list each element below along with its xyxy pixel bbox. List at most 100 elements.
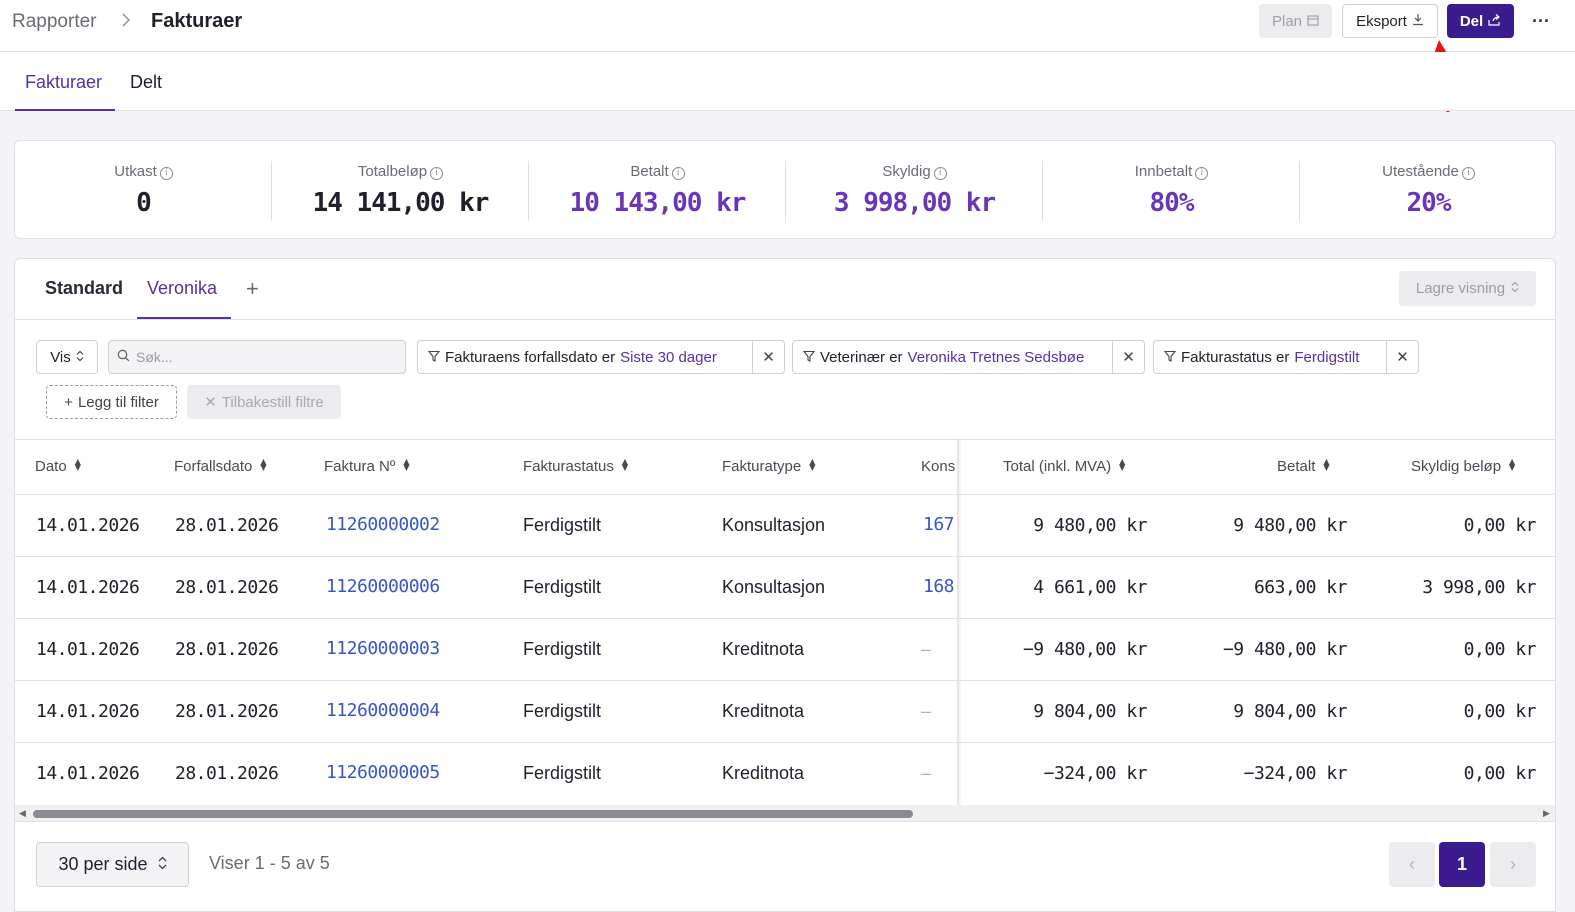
invoice-link[interactable]: 11260000002	[326, 514, 440, 535]
breadcrumb-parent[interactable]: Rapporter	[12, 11, 97, 32]
view-tab-standard[interactable]: Standard	[45, 278, 124, 298]
stat-label: Betalt	[630, 163, 669, 180]
breadcrumb-chevron-icon	[120, 11, 132, 35]
info-icon[interactable]: i	[1195, 167, 1209, 180]
table-row[interactable]: 14.01.2026 28.01.2026 11260000004 Ferdig…	[15, 681, 1555, 743]
scrollbar-thumb[interactable]	[33, 810, 913, 818]
column-header-kons[interactable]: Kons	[921, 458, 956, 475]
info-icon[interactable]: i	[933, 167, 947, 180]
invoice-link[interactable]: 11260000003	[326, 638, 440, 659]
table-row[interactable]: 14.01.2026 28.01.2026 11260000006 Ferdig…	[15, 557, 1555, 619]
cell-forfallsdato: 28.01.2026	[175, 763, 279, 784]
table-row[interactable]: 14.01.2026 28.01.2026 11260000005 Ferdig…	[15, 743, 1555, 805]
sticky-column-divider	[957, 440, 959, 805]
divider	[271, 161, 272, 221]
invoice-link[interactable]: 11260000006	[326, 576, 440, 597]
sort-icon: ▲ ▼	[74, 457, 81, 472]
cell-status: Ferdigstilt	[523, 577, 602, 597]
per-page-select[interactable]: 30 per side	[36, 842, 189, 887]
invoice-panel: Standard Veronika + Lagre visning Vis Sø…	[14, 258, 1556, 912]
stat-utkast: Utkast i 0	[15, 141, 272, 240]
column-header-faktura-nr[interactable]: Faktura Nº ▲ ▼	[324, 457, 410, 476]
divider	[528, 161, 529, 221]
tab-delt[interactable]: Delt	[130, 72, 163, 92]
stat-value: 80%	[1149, 188, 1195, 218]
cell-type: Konsultasjon	[722, 515, 826, 535]
scroll-right-icon[interactable]: ▶	[1543, 808, 1550, 818]
cell-skyldig: 3 998,00 kr	[1422, 577, 1536, 598]
filter-chip-veterinaer[interactable]: Veterinær er Veronika Tretnes Sedsbøe ✕	[792, 340, 1145, 374]
cell-skyldig: 0,00 kr	[1463, 639, 1537, 660]
more-icon: ···	[1532, 10, 1550, 31]
table-row[interactable]: 14.01.2026 28.01.2026 11260000002 Ferdig…	[15, 495, 1555, 557]
info-icon[interactable]: i	[671, 167, 685, 180]
tab-fakturaer[interactable]: Fakturaer	[25, 72, 103, 92]
stat-label: Skyldig	[882, 163, 931, 180]
reset-filters-button[interactable]: ✕ Tilbakestill filtre	[187, 385, 341, 419]
plan-button-label: Plan	[1271, 12, 1303, 30]
table-row[interactable]: 14.01.2026 28.01.2026 11260000003 Ferdig…	[15, 619, 1555, 681]
invoice-link[interactable]: 11260000005	[326, 762, 440, 783]
filter-chip-forfallsdato[interactable]: Fakturaens forfallsdato er Siste 30 dage…	[417, 340, 785, 374]
consultation-link[interactable]: 168	[923, 576, 955, 597]
cell-skyldig: 0,00 kr	[1463, 701, 1537, 722]
stat-value: 14 141,00 kr	[312, 188, 490, 218]
cell-kons-empty: –	[921, 701, 932, 721]
pagination-footer: 30 per side Viser 1 - 5 av 5 ‹ 1 ›	[15, 821, 1555, 911]
divider	[1042, 161, 1043, 221]
consultation-link[interactable]: 167	[923, 514, 955, 535]
column-header-forfallsdato[interactable]: Forfallsdato ▲ ▼	[174, 457, 267, 476]
horizontal-scrollbar[interactable]: ◀ ▶	[15, 805, 1555, 821]
share-button[interactable]: Del	[1447, 4, 1514, 38]
next-page-button[interactable]: ›	[1490, 842, 1536, 887]
column-header-fakturastatus[interactable]: Fakturastatus ▲ ▼	[523, 457, 629, 476]
page-title: Fakturaer	[151, 10, 243, 32]
info-icon[interactable]: i	[1461, 167, 1475, 180]
view-tab-veronika[interactable]: Veronika	[147, 278, 218, 298]
invoice-link[interactable]: 11260000004	[326, 700, 440, 721]
filter-chip-value: Veronika Tretnes Sedsbøe	[907, 348, 1085, 366]
export-button[interactable]: Eksport	[1342, 4, 1438, 38]
column-header-total[interactable]: Total (inkl. MVA) ▲ ▼	[1003, 457, 1126, 476]
remove-filter-close-icon[interactable]: ✕	[1112, 341, 1144, 373]
filter-chip-fakturastatus[interactable]: Fakturastatus er Ferdigstilt ✕	[1153, 340, 1419, 374]
top-bar: Rapporter Fakturaer Plan Eksport Del ···	[0, 0, 1575, 52]
chevron-left-icon: ‹	[1409, 854, 1415, 874]
cell-forfallsdato: 28.01.2026	[175, 515, 279, 536]
filter-chip-value: Ferdigstilt	[1294, 348, 1360, 366]
chevron-updown-icon	[76, 349, 84, 366]
cell-status: Ferdigstilt	[523, 701, 602, 721]
cell-dato: 14.01.2026	[36, 701, 140, 722]
column-header-fakturatype[interactable]: Fakturatype ▲ ▼	[722, 457, 816, 476]
page-1-button[interactable]: 1	[1439, 842, 1485, 887]
add-view-button[interactable]: +	[246, 276, 259, 301]
column-header-skyldig[interactable]: Skyldig beløp ▲ ▼	[1411, 457, 1516, 476]
cell-dato: 14.01.2026	[36, 577, 140, 598]
remove-filter-close-icon[interactable]: ✕	[1386, 341, 1418, 373]
info-icon[interactable]: i	[430, 167, 444, 180]
cell-kons-empty: –	[921, 763, 932, 783]
column-header-dato[interactable]: Dato ▲ ▼	[35, 457, 81, 476]
info-icon[interactable]: i	[159, 167, 173, 180]
more-options-button[interactable]: ···	[1525, 4, 1557, 38]
filter-icon	[802, 349, 816, 366]
add-filter-label: Legg til filter	[77, 393, 159, 411]
vis-dropdown[interactable]: Vis	[36, 340, 98, 374]
cell-total: −9 480,00 kr	[1022, 639, 1148, 660]
plan-button[interactable]: Plan	[1259, 4, 1332, 38]
search-input[interactable]: Søk...	[108, 340, 406, 374]
prev-page-button[interactable]: ‹	[1389, 842, 1435, 887]
stat-label: Totalbeløp	[357, 163, 428, 180]
remove-filter-close-icon[interactable]: ✕	[752, 341, 784, 373]
divider	[785, 161, 786, 221]
reset-filters-label: Tilbakestill filtre	[221, 393, 324, 411]
stat-label: Utestående	[1382, 163, 1459, 180]
cell-dato: 14.01.2026	[36, 515, 140, 536]
column-header-betalt[interactable]: Betalt ▲ ▼	[1277, 457, 1330, 476]
scroll-left-icon[interactable]: ◀	[19, 808, 26, 818]
sort-icon: ▲ ▼	[260, 457, 267, 472]
cell-status: Ferdigstilt	[523, 515, 602, 535]
add-filter-button[interactable]: + Legg til filter	[46, 385, 177, 419]
save-view-button[interactable]: Lagre visning	[1399, 271, 1536, 306]
cell-type: Kreditnota	[722, 763, 805, 783]
